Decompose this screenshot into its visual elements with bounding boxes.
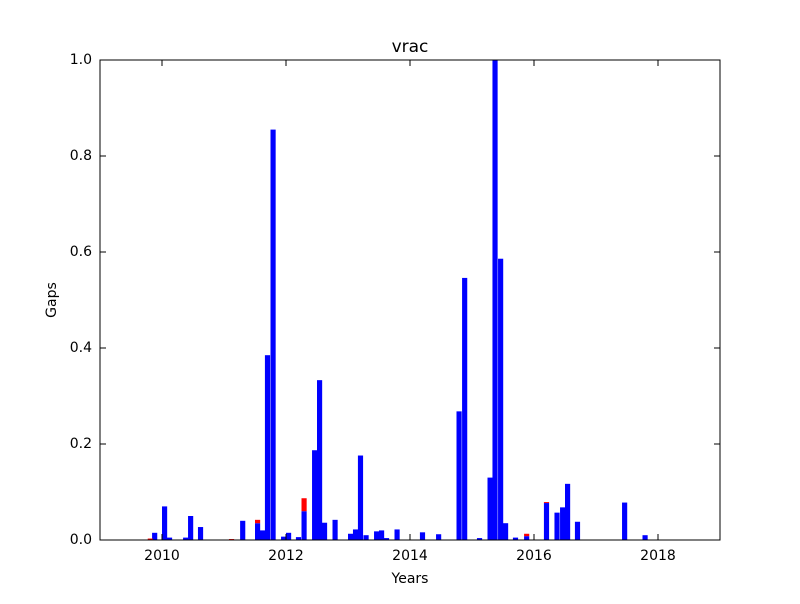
bar — [524, 536, 530, 540]
bar — [543, 503, 550, 540]
bar — [419, 532, 426, 540]
bar — [436, 534, 442, 540]
bar — [560, 507, 566, 540]
bar — [357, 455, 364, 540]
bar — [492, 60, 498, 540]
bar — [301, 511, 307, 540]
bar — [476, 538, 483, 540]
bar — [352, 529, 359, 540]
y-tick-label: 0.4 — [70, 340, 92, 356]
bar — [498, 258, 504, 540]
chart-title: vrac — [392, 37, 429, 57]
y-tick-label: 0.2 — [70, 436, 92, 452]
bar — [574, 521, 581, 540]
bar — [394, 529, 400, 540]
bar — [301, 498, 307, 512]
bar — [152, 532, 158, 540]
bar — [255, 523, 261, 540]
bar — [312, 450, 318, 540]
x-axis-label: Years — [391, 571, 429, 587]
bar — [183, 537, 189, 540]
bar — [255, 519, 261, 524]
y-axis-label: Gaps — [44, 282, 60, 318]
bar — [317, 380, 323, 540]
y-tick-label: 1.0 — [70, 52, 92, 68]
x-tick-label: 2014 — [392, 548, 428, 564]
bar — [374, 531, 380, 540]
bar — [379, 530, 385, 540]
bar — [166, 537, 173, 540]
y-tick-label: 0.8 — [70, 148, 92, 164]
bar — [332, 519, 338, 540]
x-tick-label: 2018 — [640, 548, 676, 564]
bar — [270, 129, 276, 540]
bar — [543, 502, 550, 504]
bar — [188, 516, 194, 540]
x-tick-label: 2010 — [144, 548, 180, 564]
bar — [259, 530, 266, 540]
bar — [162, 506, 168, 540]
bar — [487, 477, 493, 540]
y-tick-label: 0.6 — [70, 244, 92, 260]
bar — [286, 532, 292, 540]
bar — [363, 535, 369, 540]
bar — [462, 277, 468, 540]
bar — [197, 527, 204, 540]
bar — [524, 533, 530, 537]
bar — [295, 537, 302, 540]
bar — [642, 535, 648, 540]
x-tick-label: 2016 — [516, 548, 552, 564]
bar — [622, 502, 628, 540]
bar — [512, 537, 519, 540]
bar — [348, 533, 354, 540]
bar — [503, 523, 509, 540]
bar — [147, 538, 153, 540]
bar — [565, 483, 571, 540]
bar — [281, 536, 287, 540]
bar — [383, 538, 390, 540]
plot-frame — [99, 59, 721, 541]
bar — [456, 411, 462, 540]
bar — [554, 512, 560, 540]
y-tick-label: 0.0 — [70, 532, 92, 548]
bar — [321, 522, 328, 540]
bar — [240, 520, 246, 540]
bar — [264, 355, 271, 540]
x-tick-label: 2012 — [268, 548, 304, 564]
